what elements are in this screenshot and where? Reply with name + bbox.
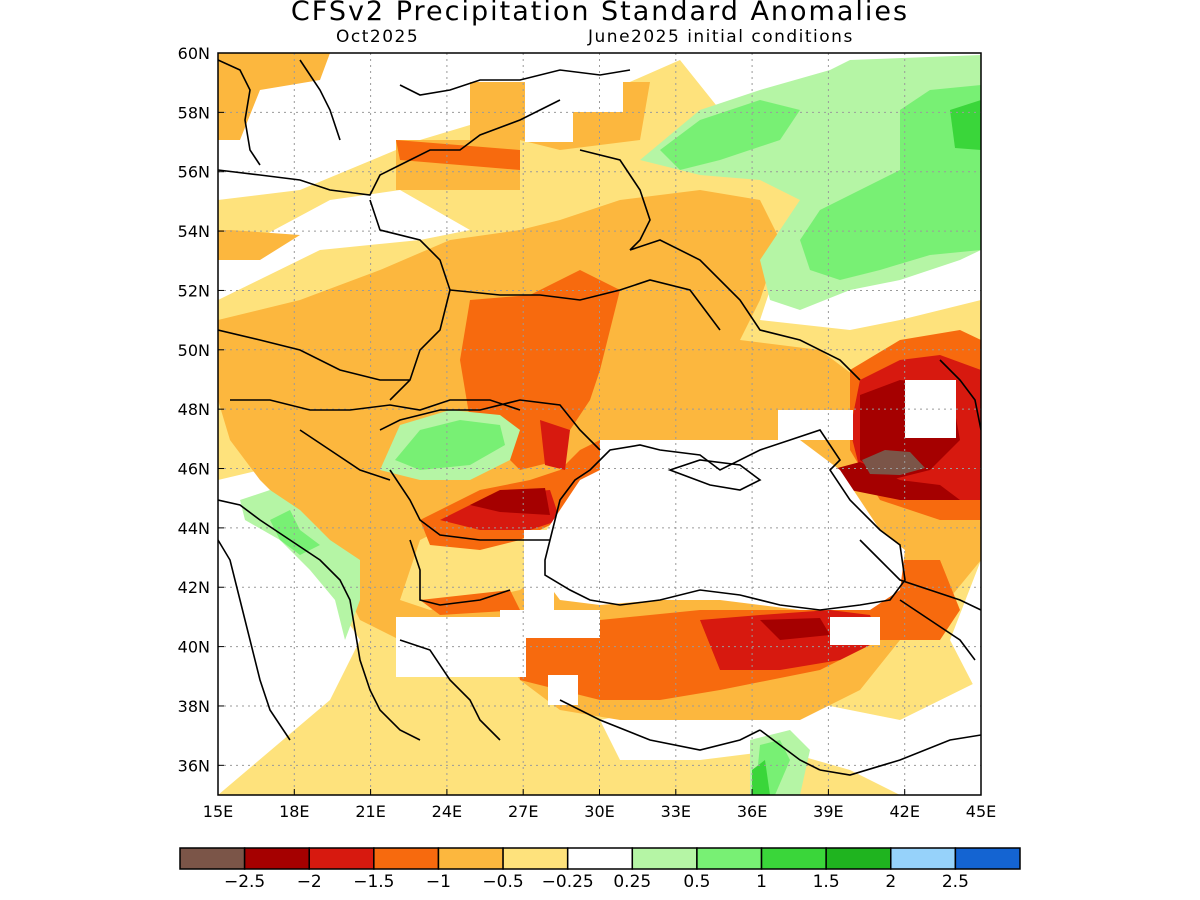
lon-tick-label: 30E <box>584 802 614 821</box>
latitude-axis: 60N 58N 56N 54N 52N 50N 48N 46N 44N 42N 40N 38N 36N <box>178 44 224 775</box>
colorbar-label: −1 <box>425 872 451 892</box>
initial-conditions-label: June2025 initial conditions <box>588 27 854 47</box>
lat-tick-label: 42N <box>178 578 210 597</box>
colorbar-label: −1.5 <box>353 872 395 892</box>
lat-tick-label: 44N <box>178 519 210 538</box>
colorbar-label: 2.5 <box>941 872 969 892</box>
colorbar-label: 2 <box>885 872 897 892</box>
colorbar-swatch <box>179 847 246 870</box>
lon-tick-label: 15E <box>203 802 233 821</box>
colorbar-swatch <box>825 847 892 870</box>
colorbar-label: 1 <box>756 872 767 892</box>
colorbar-swatch <box>566 847 634 870</box>
lat-tick-label: 52N <box>178 281 210 300</box>
lat-tick-label: 60N <box>178 44 210 63</box>
lat-tick-label: 54N <box>178 222 210 241</box>
lat-tick-label: 38N <box>178 697 210 716</box>
lon-tick-label: 18E <box>279 802 309 821</box>
colorbar-label: −2 <box>296 872 322 892</box>
lon-tick-label: 27E <box>508 802 538 821</box>
lon-tick-label: 33E <box>661 802 691 821</box>
anomaly-field <box>218 53 981 795</box>
colorbar-label: −2.5 <box>223 872 266 892</box>
colorbar-label: −0.5 <box>482 872 524 892</box>
lon-tick-label: 36E <box>737 802 767 821</box>
map-title: CFSv2 Precipitation Standard Anomalies <box>290 0 910 27</box>
colorbar-swatch <box>760 847 827 870</box>
colorbar-swatch <box>696 847 763 870</box>
colorbar-swatch <box>373 847 440 870</box>
colorbar-swatch <box>954 847 1021 870</box>
colorbar-swatch <box>437 847 504 870</box>
valid-month-label: Oct2025 <box>336 27 420 47</box>
lon-tick-label: 24E <box>432 802 462 821</box>
colorbar-label: 1.5 <box>812 872 840 892</box>
lon-tick-label: 21E <box>355 802 385 821</box>
colorbar-label: 0.5 <box>683 872 711 892</box>
coastlines-and-borders <box>218 59 981 776</box>
lon-tick-label: 42E <box>889 802 919 821</box>
colorbar-swatch <box>502 847 569 870</box>
longitude-axis: 15E 18E 21E 24E 27E 30E 33E 36E 39E 42E 45E <box>203 789 996 821</box>
lat-tick-label: 50N <box>178 341 210 360</box>
lat-tick-label: 36N <box>178 756 210 775</box>
colorbar-label: 0.25 <box>613 872 652 892</box>
lat-tick-label: 58N <box>178 103 210 122</box>
colorbar-swatch <box>890 847 957 870</box>
lat-tick-label: 46N <box>178 460 210 479</box>
colorbar-swatch <box>308 847 375 870</box>
lat-tick-label: 40N <box>178 638 210 657</box>
lon-tick-label: 39E <box>813 802 843 821</box>
lat-tick-label: 56N <box>178 163 210 182</box>
lat-tick-label: 48N <box>178 400 210 419</box>
colorbar-label: −0.25 <box>541 872 594 892</box>
grid-lines <box>218 53 981 795</box>
lon-tick-label: 45E <box>966 802 996 821</box>
colorbar <box>179 847 1021 870</box>
colorbar-swatch <box>631 847 698 870</box>
colorbar-swatch <box>243 847 310 870</box>
